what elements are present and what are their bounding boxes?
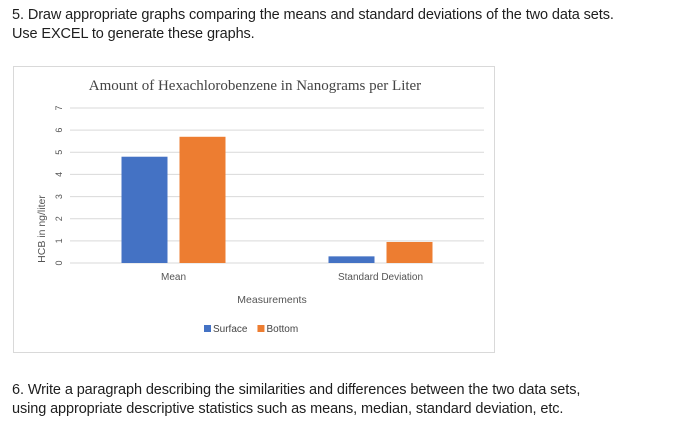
y-axis-title: HCB in ng/liter bbox=[36, 195, 48, 263]
y-tick-label: 0 bbox=[54, 260, 64, 265]
bar-bottom-mean bbox=[179, 136, 226, 263]
chart-canvas: Amount of Hexachlorobenzene in Nanograms… bbox=[36, 78, 484, 335]
question-6-line-2: using appropriate descriptive statistics… bbox=[12, 401, 564, 417]
y-tick-label: 5 bbox=[54, 150, 64, 155]
y-tick-label: 3 bbox=[54, 194, 64, 199]
legend-label-surface: Surface bbox=[213, 324, 248, 335]
question-5-line-1: 5. Draw appropriate graphs comparing the… bbox=[12, 7, 614, 23]
y-tick-label: 4 bbox=[54, 172, 64, 177]
question-5: 5. Draw appropriate graphs comparing the… bbox=[12, 6, 672, 44]
x-category-label: Standard Deviation bbox=[338, 272, 423, 283]
legend: Surface Bottom bbox=[204, 324, 298, 335]
bar-bottom-standard-deviation bbox=[386, 241, 433, 263]
x-axis-categories: Mean Standard Deviation bbox=[161, 272, 423, 283]
bar-chart: Amount of Hexachlorobenzene in Nanograms… bbox=[13, 66, 495, 353]
legend-label-bottom: Bottom bbox=[266, 324, 298, 335]
legend-swatch-bottom bbox=[257, 325, 265, 332]
y-tick-label: 7 bbox=[54, 105, 64, 110]
y-tick-label: 2 bbox=[54, 216, 64, 221]
question-5-line-2: Use EXCEL to generate these graphs. bbox=[12, 26, 255, 42]
chart-title: Amount of Hexachlorobenzene in Nanograms… bbox=[89, 78, 421, 94]
legend-swatch-surface bbox=[204, 325, 211, 332]
question-6-line-1: 6. Write a paragraph describing the simi… bbox=[12, 382, 581, 398]
y-tick-label: 1 bbox=[54, 238, 64, 243]
x-category-label: Mean bbox=[161, 272, 186, 283]
bars bbox=[121, 136, 433, 263]
bar-surface-standard-deviation bbox=[328, 256, 375, 263]
y-tick-label: 6 bbox=[54, 128, 64, 133]
y-axis-ticks: 0 1 2 3 4 5 6 7 bbox=[54, 105, 64, 265]
bar-surface-mean bbox=[121, 156, 168, 263]
question-6: 6. Write a paragraph describing the simi… bbox=[12, 381, 672, 419]
x-axis-title: Measurements bbox=[237, 294, 306, 306]
